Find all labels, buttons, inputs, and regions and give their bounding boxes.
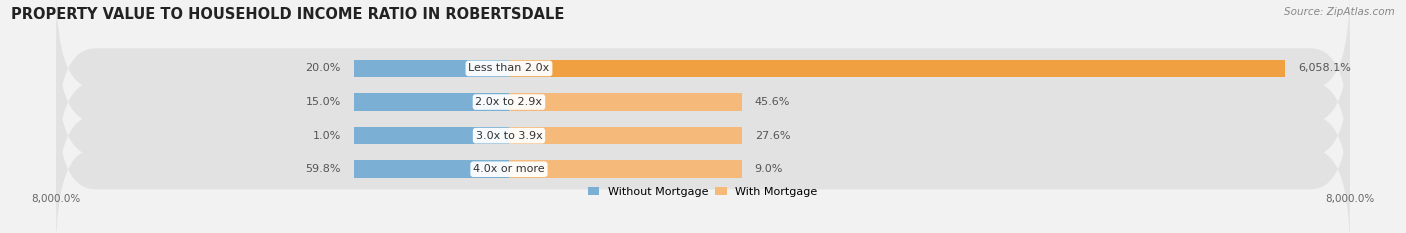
FancyBboxPatch shape <box>56 21 1350 183</box>
Bar <box>354 60 509 77</box>
Text: Source: ZipAtlas.com: Source: ZipAtlas.com <box>1284 7 1395 17</box>
Text: 3.0x to 3.9x: 3.0x to 3.9x <box>475 131 543 141</box>
Text: PROPERTY VALUE TO HOUSEHOLD INCOME RATIO IN ROBERTSDALE: PROPERTY VALUE TO HOUSEHOLD INCOME RATIO… <box>11 7 565 22</box>
Legend: Without Mortgage, With Mortgage: Without Mortgage, With Mortgage <box>588 187 818 197</box>
Bar <box>354 93 509 111</box>
Bar <box>354 127 509 144</box>
Bar <box>509 93 742 111</box>
Text: 27.6%: 27.6% <box>755 131 790 141</box>
FancyBboxPatch shape <box>56 0 1350 149</box>
Text: 15.0%: 15.0% <box>305 97 340 107</box>
FancyBboxPatch shape <box>56 55 1350 216</box>
Bar <box>509 127 742 144</box>
Text: 20.0%: 20.0% <box>305 63 340 73</box>
Text: 1.0%: 1.0% <box>312 131 340 141</box>
FancyBboxPatch shape <box>56 89 1350 233</box>
Text: 6,058.1%: 6,058.1% <box>1298 63 1351 73</box>
Text: Less than 2.0x: Less than 2.0x <box>468 63 550 73</box>
Text: 2.0x to 2.9x: 2.0x to 2.9x <box>475 97 543 107</box>
Text: 45.6%: 45.6% <box>755 97 790 107</box>
Bar <box>509 161 742 178</box>
Text: 9.0%: 9.0% <box>755 164 783 174</box>
Bar <box>509 60 1285 77</box>
Text: 4.0x or more: 4.0x or more <box>474 164 544 174</box>
Text: 59.8%: 59.8% <box>305 164 340 174</box>
Bar <box>354 161 509 178</box>
